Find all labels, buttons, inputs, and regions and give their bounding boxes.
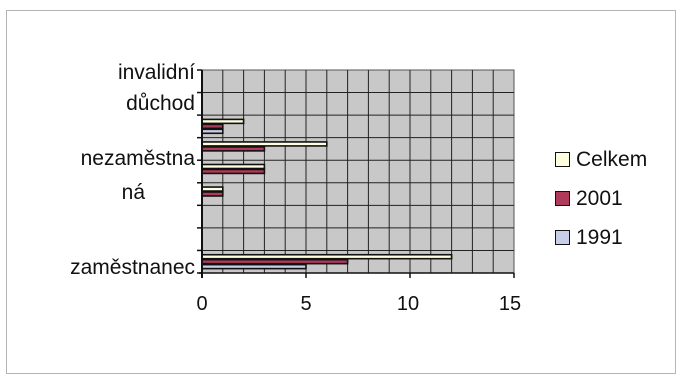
category-label-invalidni: invalidní (117, 61, 195, 84)
category-label-zamestnanec: zaměstnanec (70, 256, 195, 279)
bar-celkem-6 (201, 118, 245, 125)
legend-label-celkem: Celkem (576, 147, 648, 171)
legend-swatch-celkem (555, 152, 570, 167)
bar-2001-5 (201, 146, 266, 152)
legend-swatch-2001 (555, 191, 570, 206)
bar-celkem-5 (201, 141, 328, 147)
legend: Celkem 2001 1991 (555, 140, 647, 257)
bar-2001-6 (201, 123, 224, 130)
category-label-nezamestna: nezaměstna (80, 147, 195, 170)
legend-label-1991: 1991 (576, 225, 623, 249)
legend-item-1991: 1991 (555, 218, 647, 257)
bar-1991-6 (201, 128, 224, 135)
bar-2001-0 (201, 258, 349, 265)
x-tick-0: 0 (196, 293, 208, 315)
legend-label-2001: 2001 (576, 186, 623, 210)
category-label-na: ná (121, 181, 145, 204)
bar-2001-4 (201, 168, 266, 175)
legend-swatch-1991 (555, 230, 570, 245)
category-label-duchod: důchod (126, 92, 195, 115)
bar-celkem-0 (201, 253, 453, 260)
legend-item-celkem: Celkem (555, 140, 647, 179)
legend-item-2001: 2001 (555, 179, 647, 218)
bar-celkem-4 (201, 163, 266, 170)
bar-2001-3 (201, 191, 224, 197)
bar-celkem-3 (201, 186, 224, 192)
x-tick-15: 15 (498, 293, 522, 315)
x-tick-10: 10 (396, 293, 420, 315)
bar-1991-0 (201, 263, 307, 270)
x-tick-5: 5 (300, 293, 312, 315)
